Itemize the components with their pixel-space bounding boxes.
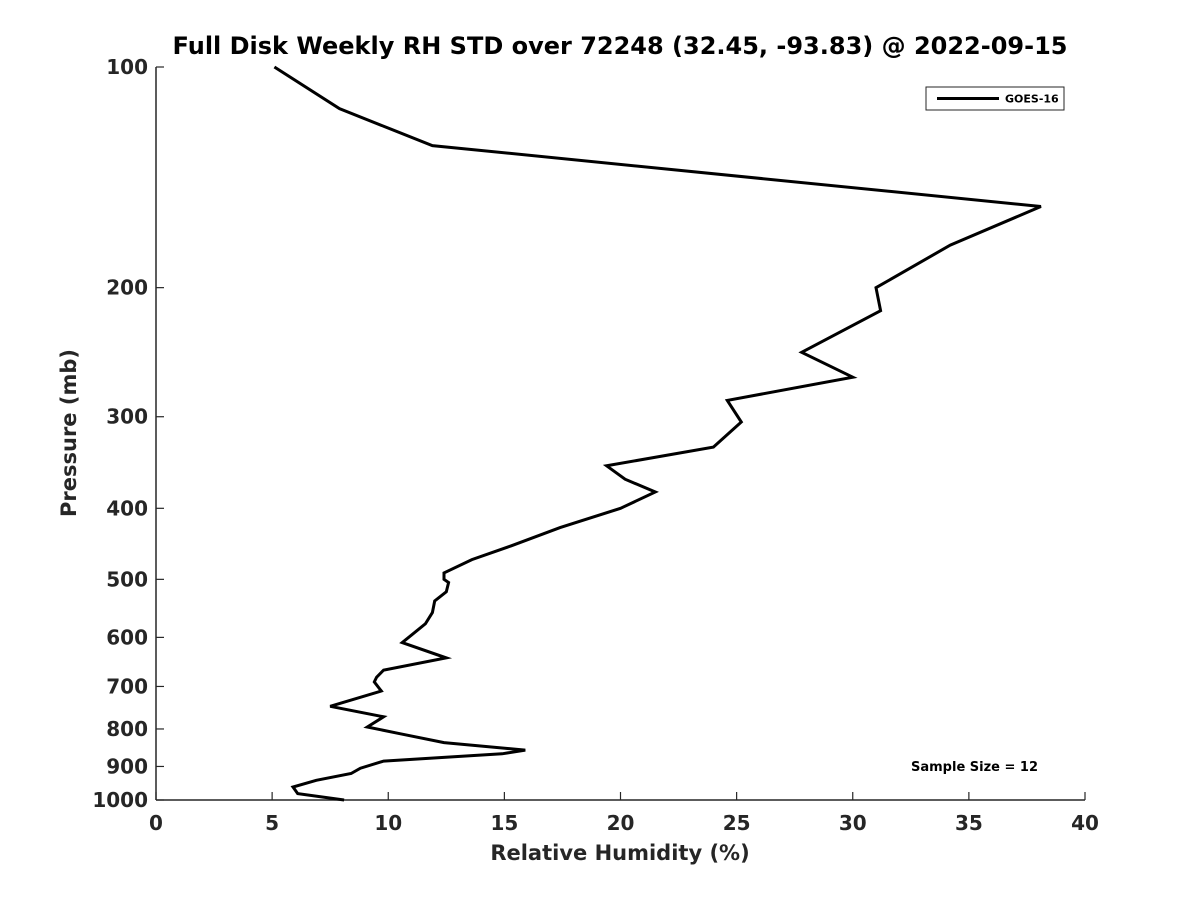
y-tick-label: 300 [106, 405, 148, 429]
x-tick-label: 10 [374, 811, 402, 835]
x-axis-label: Relative Humidity (%) [490, 841, 749, 865]
y-tick-label: 100 [106, 55, 148, 79]
legend: GOES-16 [925, 86, 1065, 111]
x-tick-label: 5 [265, 811, 279, 835]
y-tick-label: 500 [106, 567, 148, 591]
y-axis-label: Pressure (mb) [57, 349, 81, 517]
sample-size-annotation: Sample Size = 12 [911, 760, 1038, 775]
series-line-goes-16 [273, 65, 1042, 802]
y-tick-label: 600 [106, 625, 148, 649]
x-tick-label: 15 [490, 811, 518, 835]
x-tick-label: 40 [1071, 811, 1099, 835]
y-tick-label: 200 [106, 276, 148, 300]
series-group [273, 65, 1042, 802]
y-tick-label: 400 [106, 496, 148, 520]
y-tick-label: 700 [106, 674, 148, 698]
x-tick-label: 35 [955, 811, 983, 835]
x-axis-ticks: 0 5 10 15 20 25 30 35 40 [149, 792, 1099, 835]
x-tick-label: 20 [607, 811, 635, 835]
y-tick-label: 1000 [92, 788, 148, 812]
y-tick-label: 800 [106, 717, 148, 741]
y-axis-ticks: 100 200 300 400 500 600 700 800 900 1000 [92, 55, 164, 812]
chart-title: Full Disk Weekly RH STD over 72248 (32.4… [173, 32, 1068, 60]
x-tick-label: 25 [723, 811, 751, 835]
legend-label: GOES-16 [1005, 93, 1059, 106]
x-tick-label: 30 [839, 811, 867, 835]
x-tick-label: 0 [149, 811, 163, 835]
y-tick-label: 900 [106, 754, 148, 778]
